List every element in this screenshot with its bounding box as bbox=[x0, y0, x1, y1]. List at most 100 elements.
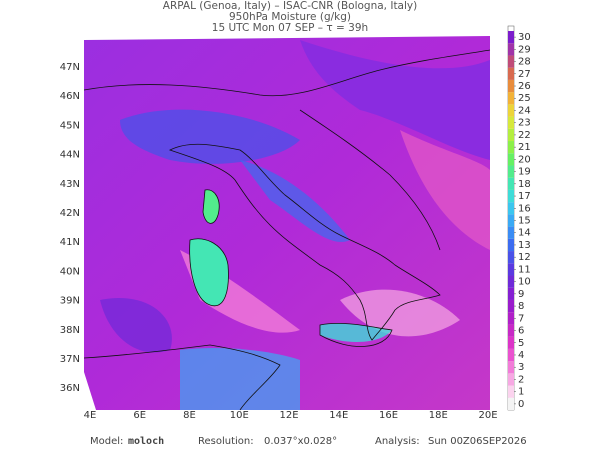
colorbar-band bbox=[508, 238, 514, 252]
colorbar-band bbox=[508, 67, 514, 80]
footer-label: Resolution: bbox=[198, 436, 254, 447]
lat-label: 45N bbox=[60, 120, 80, 131]
colorbar-label: 22 bbox=[518, 130, 531, 141]
field-patch bbox=[300, 40, 490, 160]
colorbar-band bbox=[508, 214, 514, 227]
colorbar-label: 15 bbox=[518, 216, 531, 227]
lon-label: 4E bbox=[84, 410, 97, 421]
colorbar-label: 4 bbox=[518, 350, 524, 361]
colorbar-band bbox=[508, 324, 514, 337]
colorbar-band bbox=[508, 43, 514, 56]
lat-label: 39N bbox=[60, 296, 80, 307]
coastline bbox=[202, 189, 220, 224]
field-patch bbox=[240, 160, 350, 242]
colorbar-band bbox=[508, 79, 514, 93]
colorbar-label: 3 bbox=[518, 362, 524, 373]
colorbar-label: 12 bbox=[518, 252, 531, 263]
colorbar-label: 24 bbox=[518, 105, 531, 116]
colorbar-band bbox=[508, 92, 514, 105]
lon-label: 6E bbox=[133, 410, 146, 421]
field-patch bbox=[120, 109, 300, 164]
lon-label: 8E bbox=[183, 410, 196, 421]
header-line: 950hPa Moisture (g/kg) bbox=[229, 11, 351, 23]
footer-value: 0.037°x0.028° bbox=[264, 436, 337, 447]
colorbar-band bbox=[508, 287, 514, 300]
colorbar-band bbox=[508, 104, 514, 117]
colorbar-label: 1 bbox=[518, 387, 524, 398]
colorbar-band bbox=[508, 165, 514, 178]
field-patch bbox=[189, 238, 229, 306]
colorbar-label: 10 bbox=[518, 277, 531, 288]
colorbar-band bbox=[508, 189, 514, 203]
colorbar-label: 18 bbox=[518, 179, 531, 190]
field-patch bbox=[340, 289, 460, 337]
colorbar-label: 28 bbox=[518, 57, 531, 68]
lon-label: 12E bbox=[279, 410, 298, 421]
lat-label: 41N bbox=[60, 237, 80, 248]
colorbar-band bbox=[508, 336, 514, 349]
lat-label: 46N bbox=[60, 91, 80, 102]
colorbar-label: 5 bbox=[518, 338, 524, 349]
map-field bbox=[83, 36, 491, 411]
colorbar-label: 11 bbox=[518, 264, 531, 275]
lat-label: 43N bbox=[60, 179, 80, 190]
field-patch bbox=[180, 348, 300, 410]
colorbar-band bbox=[508, 141, 514, 154]
footer-label: Analysis: bbox=[375, 436, 420, 447]
colorbar-band bbox=[508, 348, 514, 362]
colorbar-band bbox=[508, 251, 514, 264]
colorbar-label: 7 bbox=[518, 313, 524, 324]
footer-value: moloch bbox=[128, 436, 164, 447]
colorbar-label: 25 bbox=[518, 93, 531, 104]
colorbar-label: 0 bbox=[518, 399, 524, 410]
coastline bbox=[299, 109, 441, 251]
coastline bbox=[319, 322, 393, 347]
border bbox=[83, 49, 491, 97]
colorbar-band bbox=[508, 275, 514, 288]
coastline bbox=[168, 143, 441, 341]
lat-label: 42N bbox=[60, 208, 80, 219]
colorbar-label: 2 bbox=[518, 374, 524, 385]
colorbar-label: 8 bbox=[518, 301, 524, 312]
lat-label: 36N bbox=[60, 383, 80, 394]
lat-label: 47N bbox=[60, 62, 80, 73]
lon-label: 10E bbox=[230, 410, 249, 421]
colorbar-label: 19 bbox=[518, 167, 531, 178]
footer-label: Model: bbox=[90, 436, 123, 447]
colorbar-band bbox=[508, 263, 514, 276]
colorbar-band bbox=[508, 202, 514, 215]
colorbar-band bbox=[508, 361, 514, 374]
lon-label: 18E bbox=[429, 410, 448, 421]
colorbar-band bbox=[508, 116, 514, 129]
colorbar-band bbox=[508, 55, 514, 68]
colorbar-label: 14 bbox=[518, 228, 531, 239]
field-patch bbox=[100, 298, 172, 353]
colorbar-label: 27 bbox=[518, 69, 531, 80]
header-line: ARPAL (Genoa, Italy) – ISAC-CNR (Bologna… bbox=[163, 0, 417, 12]
colorbar-label: 13 bbox=[518, 240, 531, 251]
header-line: 15 UTC Mon 07 SEP – τ = 39h bbox=[212, 22, 368, 34]
colorbar-label: 20 bbox=[518, 154, 531, 165]
colorbar-label: 29 bbox=[518, 44, 531, 55]
lon-label: 20E bbox=[478, 410, 497, 421]
lon-label: 16E bbox=[379, 410, 398, 421]
lat-label: 44N bbox=[60, 150, 80, 161]
lat-label: 38N bbox=[60, 325, 80, 336]
colorbar-band bbox=[508, 312, 514, 325]
colorbar-band bbox=[508, 226, 514, 239]
colorbar-band bbox=[508, 128, 514, 142]
colorbar-band bbox=[508, 177, 514, 190]
colorbar-label: 6 bbox=[518, 326, 524, 337]
colorbar-label: 17 bbox=[518, 191, 531, 202]
footer-value: Sun 00Z06SEP2026 bbox=[428, 436, 527, 447]
lat-label: 40N bbox=[60, 266, 80, 277]
colorbar-label: 23 bbox=[518, 118, 531, 129]
field-patch bbox=[203, 189, 220, 224]
colorbar-label: 9 bbox=[518, 289, 524, 300]
colorbar-band bbox=[508, 385, 514, 398]
coastline bbox=[189, 238, 229, 307]
colorbar-label: 26 bbox=[518, 81, 531, 92]
colorbar-band bbox=[508, 373, 514, 386]
lon-label: 14E bbox=[329, 410, 348, 421]
lat-label: 37N bbox=[60, 354, 80, 365]
